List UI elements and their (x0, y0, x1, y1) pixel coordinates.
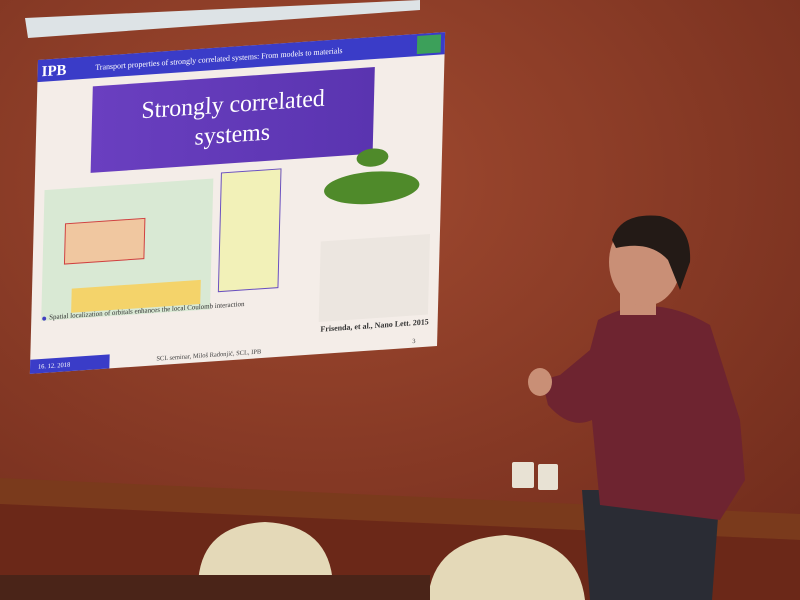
bullet-dot (42, 316, 47, 321)
hair (612, 215, 691, 290)
screen-top (25, 0, 420, 38)
crystal (217, 168, 282, 293)
slide: IPB Transport properties of strongly cor… (29, 32, 446, 374)
junction-figure (318, 234, 431, 322)
logo: IPB (41, 62, 66, 80)
hand (528, 368, 552, 396)
footer-page: 3 (412, 338, 415, 345)
molecule (324, 171, 420, 205)
sweater (542, 306, 745, 520)
chair (428, 535, 585, 600)
lab-logo (416, 34, 442, 55)
slide-header-bar (37, 32, 446, 83)
table (0, 575, 430, 600)
presenter (528, 215, 745, 600)
footer-date-bar (29, 354, 110, 374)
trousers (582, 490, 720, 600)
title-box (90, 67, 375, 173)
footer-date: 16. 12. 2018 (38, 362, 70, 371)
periodic-block (63, 217, 146, 265)
periodic-f-block (71, 279, 201, 313)
outlet (538, 464, 558, 490)
chair (198, 522, 333, 585)
molecule-top (356, 148, 389, 167)
outlet (512, 462, 534, 488)
